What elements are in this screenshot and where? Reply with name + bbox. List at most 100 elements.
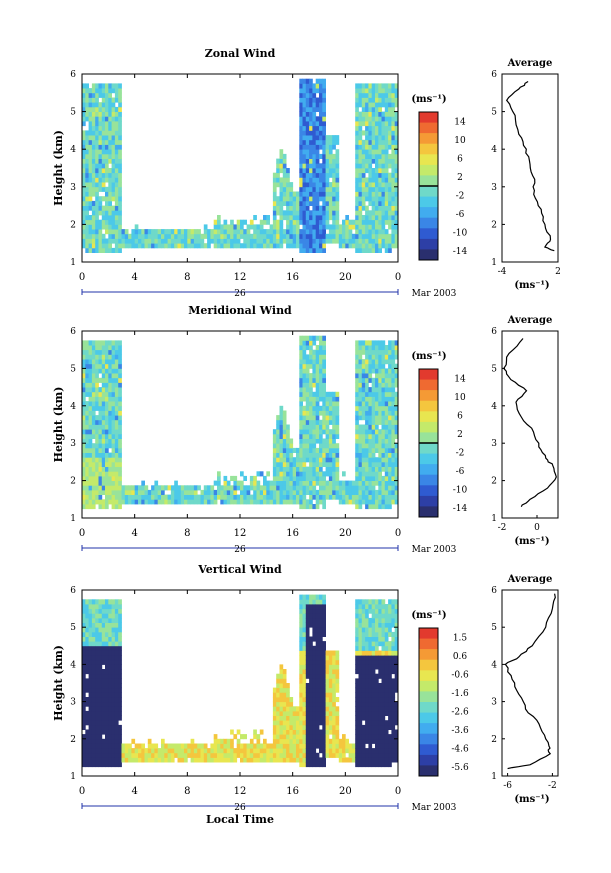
heatmap-cell: [98, 405, 103, 411]
heatmap-cell: [332, 186, 336, 192]
heatmap-cell: [315, 499, 320, 505]
heatmap-cell: [88, 229, 93, 235]
heatmap-cell: [365, 504, 369, 510]
heatmap-cell: [299, 144, 303, 150]
heatmap-cell: [388, 396, 392, 402]
heatmap-cell: [315, 762, 320, 768]
heatmap-cell: [309, 724, 313, 730]
heatmap-cell: [207, 499, 211, 505]
heatmap-cells: [82, 594, 399, 768]
heatmap-cell: [101, 83, 106, 89]
heatmap-cell: [305, 485, 310, 491]
heatmap-cell: [243, 494, 247, 500]
heatmap-cell: [335, 210, 340, 216]
heatmap-cell: [82, 715, 86, 721]
heatmap-cell: [246, 224, 251, 230]
heatmap-cell: [302, 631, 307, 637]
heatmap-cell: [276, 494, 280, 500]
heatmap-cell: [355, 354, 359, 360]
heatmap-cell: [197, 748, 201, 754]
heatmap-cell: [187, 485, 191, 491]
x-tick-label: 0: [79, 528, 85, 539]
heatmap-cell: [108, 382, 112, 388]
heatmap-cell: [309, 485, 313, 491]
heatmap-cell: [282, 757, 287, 763]
heatmap-cell: [292, 461, 297, 467]
heatmap-cell: [105, 683, 109, 689]
heatmap-cell: [371, 172, 376, 178]
heatmap-cell: [335, 457, 340, 463]
heatmap-cell: [361, 480, 366, 486]
heatmap-cell: [95, 701, 99, 707]
heatmap-cell: [325, 233, 330, 239]
heatmap-cell: [322, 599, 326, 605]
heatmap-cell: [332, 743, 336, 749]
heatmap-cell: [322, 720, 326, 726]
heatmap-cell: [299, 475, 303, 481]
heatmap-cell: [226, 233, 231, 239]
heatmap-cell: [391, 153, 396, 159]
heatmap-cell: [220, 494, 224, 500]
heatmap-cell: [95, 382, 99, 388]
heatmap-cell: [368, 489, 373, 495]
heatmap-cell: [82, 391, 86, 397]
heatmap-cell: [114, 116, 119, 122]
average-x-tick-label: -4: [498, 267, 507, 277]
heatmap-cell: [309, 429, 313, 435]
heatmap-cell: [118, 452, 122, 458]
heatmap-cell: [322, 471, 326, 477]
heatmap-cell: [309, 752, 313, 758]
heatmap-cell: [305, 224, 310, 230]
heatmap-cell: [296, 715, 300, 721]
heatmap-cell: [85, 701, 89, 707]
heatmap-cell: [368, 480, 373, 486]
heatmap-cell: [319, 641, 323, 647]
heatmap-cell: [328, 391, 333, 397]
heatmap-cell: [305, 415, 310, 421]
heatmap-cell: [378, 692, 382, 698]
heatmap-cell: [200, 489, 205, 495]
heatmap-cell: [269, 499, 274, 505]
heatmap-cell: [355, 489, 359, 495]
heatmap-cell: [114, 617, 119, 623]
heatmap-cell: [378, 410, 382, 416]
heatmap-cell: [118, 210, 122, 216]
heatmap-cell: [203, 494, 208, 500]
heatmap-cell: [108, 186, 112, 192]
heatmap-cell: [391, 697, 396, 703]
heatmap-cell: [118, 443, 122, 449]
heatmap-cell: [82, 738, 86, 744]
heatmap-cell: [299, 613, 303, 619]
heatmap-cell: [88, 415, 93, 421]
heatmap-cell: [319, 710, 323, 716]
heatmap-cell: [111, 229, 116, 235]
heatmap-cell: [296, 743, 300, 749]
heatmap-cell: [384, 111, 389, 117]
heatmap-cell: [315, 102, 320, 108]
heatmap-cell: [108, 215, 112, 221]
heatmap-cell: [355, 608, 359, 614]
heatmap-cell: [368, 219, 373, 225]
heatmap-cell: [381, 433, 386, 439]
heatmap-cell: [147, 494, 152, 500]
heatmap-cell: [309, 182, 313, 188]
heatmap-cell: [161, 238, 165, 244]
heatmap-cell: [85, 743, 89, 749]
heatmap-cell: [118, 664, 122, 670]
heatmap-cell: [282, 475, 287, 481]
heatmap-cell: [394, 116, 399, 122]
heatmap-cell: [105, 224, 109, 230]
heatmap-cell: [309, 499, 313, 505]
heatmap-cell: [118, 130, 122, 136]
heatmap-cell: [164, 238, 168, 244]
heatmap-cell: [95, 153, 99, 159]
heatmap-cell: [315, 752, 320, 758]
heatmap-cell: [302, 229, 307, 235]
heatmap-cell: [361, 669, 366, 675]
heatmap-cell: [286, 724, 290, 730]
heatmap-cell: [319, 757, 323, 763]
heatmap-cell: [345, 738, 349, 744]
heatmap-cell: [309, 475, 313, 481]
heatmap-cell: [358, 433, 363, 439]
heatmap-cell: [381, 734, 386, 740]
